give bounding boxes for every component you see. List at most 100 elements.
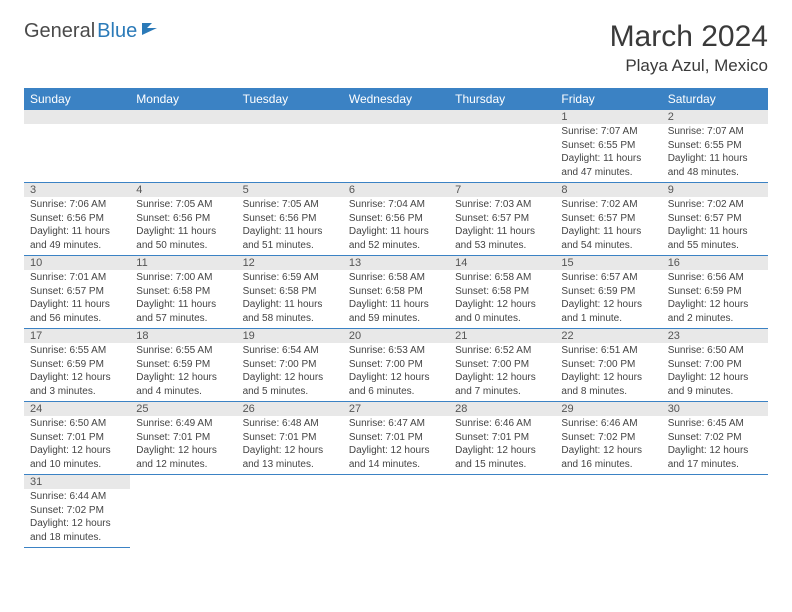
daylight-line: Daylight: 12 hours and 1 minute. bbox=[561, 298, 655, 325]
sunset-line: Sunset: 7:01 PM bbox=[243, 431, 337, 445]
day-header: Thursday bbox=[449, 88, 555, 110]
daylight-line: Daylight: 11 hours and 52 minutes. bbox=[349, 225, 443, 252]
sunrise-line: Sunrise: 7:05 AM bbox=[136, 198, 230, 212]
daylight-line: Daylight: 12 hours and 13 minutes. bbox=[243, 444, 337, 471]
sunset-line: Sunset: 7:02 PM bbox=[30, 504, 124, 518]
sunrise-line: Sunrise: 7:00 AM bbox=[136, 271, 230, 285]
sunset-line: Sunset: 6:58 PM bbox=[349, 285, 443, 299]
sunrise-line: Sunrise: 6:50 AM bbox=[668, 344, 762, 358]
day-number: 23 bbox=[662, 329, 768, 343]
day-number: 14 bbox=[449, 256, 555, 270]
day-number: 2 bbox=[662, 110, 768, 124]
day-detail: Sunrise: 7:03 AMSunset: 6:57 PMDaylight:… bbox=[449, 197, 555, 255]
sunset-line: Sunset: 6:59 PM bbox=[561, 285, 655, 299]
calendar-cell: 28Sunrise: 6:46 AMSunset: 7:01 PMDayligh… bbox=[449, 402, 555, 475]
calendar-cell bbox=[343, 110, 449, 183]
empty-day-number bbox=[449, 110, 555, 124]
day-number: 15 bbox=[555, 256, 661, 270]
calendar-cell bbox=[130, 475, 236, 548]
calendar-cell: 27Sunrise: 6:47 AMSunset: 7:01 PMDayligh… bbox=[343, 402, 449, 475]
day-detail: Sunrise: 6:44 AMSunset: 7:02 PMDaylight:… bbox=[24, 489, 130, 547]
day-detail: Sunrise: 7:02 AMSunset: 6:57 PMDaylight:… bbox=[662, 197, 768, 255]
calendar-cell: 4Sunrise: 7:05 AMSunset: 6:56 PMDaylight… bbox=[130, 183, 236, 256]
daylight-line: Daylight: 11 hours and 57 minutes. bbox=[136, 298, 230, 325]
calendar-row: 3Sunrise: 7:06 AMSunset: 6:56 PMDaylight… bbox=[24, 183, 768, 256]
calendar-body: 1Sunrise: 7:07 AMSunset: 6:55 PMDaylight… bbox=[24, 110, 768, 548]
calendar-cell: 15Sunrise: 6:57 AMSunset: 6:59 PMDayligh… bbox=[555, 256, 661, 329]
day-detail: Sunrise: 6:50 AMSunset: 7:01 PMDaylight:… bbox=[24, 416, 130, 474]
daylight-line: Daylight: 12 hours and 7 minutes. bbox=[455, 371, 549, 398]
sunrise-line: Sunrise: 6:59 AM bbox=[243, 271, 337, 285]
day-number: 27 bbox=[343, 402, 449, 416]
day-number: 21 bbox=[449, 329, 555, 343]
daylight-line: Daylight: 11 hours and 56 minutes. bbox=[30, 298, 124, 325]
day-number: 13 bbox=[343, 256, 449, 270]
empty-detail bbox=[130, 124, 236, 176]
sunrise-line: Sunrise: 7:01 AM bbox=[30, 271, 124, 285]
calendar-cell: 2Sunrise: 7:07 AMSunset: 6:55 PMDaylight… bbox=[662, 110, 768, 183]
calendar-cell: 5Sunrise: 7:05 AMSunset: 6:56 PMDaylight… bbox=[237, 183, 343, 256]
sunrise-line: Sunrise: 6:54 AM bbox=[243, 344, 337, 358]
calendar-row: 1Sunrise: 7:07 AMSunset: 6:55 PMDaylight… bbox=[24, 110, 768, 183]
day-number: 16 bbox=[662, 256, 768, 270]
sunset-line: Sunset: 6:56 PM bbox=[349, 212, 443, 226]
day-detail: Sunrise: 7:07 AMSunset: 6:55 PMDaylight:… bbox=[555, 124, 661, 182]
day-number: 24 bbox=[24, 402, 130, 416]
sunset-line: Sunset: 7:00 PM bbox=[243, 358, 337, 372]
sunset-line: Sunset: 7:01 PM bbox=[136, 431, 230, 445]
calendar-cell: 22Sunrise: 6:51 AMSunset: 7:00 PMDayligh… bbox=[555, 329, 661, 402]
sunset-line: Sunset: 6:56 PM bbox=[136, 212, 230, 226]
sunrise-line: Sunrise: 6:48 AM bbox=[243, 417, 337, 431]
day-number: 20 bbox=[343, 329, 449, 343]
day-detail: Sunrise: 6:48 AMSunset: 7:01 PMDaylight:… bbox=[237, 416, 343, 474]
empty-day-number bbox=[343, 110, 449, 124]
sunset-line: Sunset: 7:00 PM bbox=[668, 358, 762, 372]
sunset-line: Sunset: 6:58 PM bbox=[455, 285, 549, 299]
sunset-line: Sunset: 6:58 PM bbox=[243, 285, 337, 299]
sunrise-line: Sunrise: 6:49 AM bbox=[136, 417, 230, 431]
day-detail: Sunrise: 6:57 AMSunset: 6:59 PMDaylight:… bbox=[555, 270, 661, 328]
calendar-cell: 3Sunrise: 7:06 AMSunset: 6:56 PMDaylight… bbox=[24, 183, 130, 256]
day-number: 25 bbox=[130, 402, 236, 416]
calendar-cell: 30Sunrise: 6:45 AMSunset: 7:02 PMDayligh… bbox=[662, 402, 768, 475]
day-detail: Sunrise: 6:51 AMSunset: 7:00 PMDaylight:… bbox=[555, 343, 661, 401]
sunrise-line: Sunrise: 6:51 AM bbox=[561, 344, 655, 358]
calendar-row: 10Sunrise: 7:01 AMSunset: 6:57 PMDayligh… bbox=[24, 256, 768, 329]
calendar-table: SundayMondayTuesdayWednesdayThursdayFrid… bbox=[24, 88, 768, 548]
daylight-line: Daylight: 12 hours and 9 minutes. bbox=[668, 371, 762, 398]
calendar-cell: 25Sunrise: 6:49 AMSunset: 7:01 PMDayligh… bbox=[130, 402, 236, 475]
calendar-cell: 24Sunrise: 6:50 AMSunset: 7:01 PMDayligh… bbox=[24, 402, 130, 475]
sunrise-line: Sunrise: 6:46 AM bbox=[561, 417, 655, 431]
calendar-cell: 13Sunrise: 6:58 AMSunset: 6:58 PMDayligh… bbox=[343, 256, 449, 329]
sunset-line: Sunset: 6:55 PM bbox=[561, 139, 655, 153]
sunrise-line: Sunrise: 6:55 AM bbox=[30, 344, 124, 358]
day-header: Tuesday bbox=[237, 88, 343, 110]
day-detail: Sunrise: 6:46 AMSunset: 7:01 PMDaylight:… bbox=[449, 416, 555, 474]
sunset-line: Sunset: 6:57 PM bbox=[668, 212, 762, 226]
sunrise-line: Sunrise: 6:52 AM bbox=[455, 344, 549, 358]
day-detail: Sunrise: 6:58 AMSunset: 6:58 PMDaylight:… bbox=[449, 270, 555, 328]
calendar-cell: 17Sunrise: 6:55 AMSunset: 6:59 PMDayligh… bbox=[24, 329, 130, 402]
calendar-row: 24Sunrise: 6:50 AMSunset: 7:01 PMDayligh… bbox=[24, 402, 768, 475]
empty-detail bbox=[343, 124, 449, 176]
day-number: 22 bbox=[555, 329, 661, 343]
calendar-cell: 11Sunrise: 7:00 AMSunset: 6:58 PMDayligh… bbox=[130, 256, 236, 329]
day-detail: Sunrise: 6:55 AMSunset: 6:59 PMDaylight:… bbox=[130, 343, 236, 401]
sunrise-line: Sunrise: 7:06 AM bbox=[30, 198, 124, 212]
sunrise-line: Sunrise: 6:56 AM bbox=[668, 271, 762, 285]
sunrise-line: Sunrise: 6:46 AM bbox=[455, 417, 549, 431]
day-detail: Sunrise: 7:05 AMSunset: 6:56 PMDaylight:… bbox=[130, 197, 236, 255]
day-number: 26 bbox=[237, 402, 343, 416]
day-detail: Sunrise: 6:49 AMSunset: 7:01 PMDaylight:… bbox=[130, 416, 236, 474]
calendar-cell bbox=[449, 110, 555, 183]
daylight-line: Daylight: 12 hours and 4 minutes. bbox=[136, 371, 230, 398]
day-detail: Sunrise: 7:06 AMSunset: 6:56 PMDaylight:… bbox=[24, 197, 130, 255]
sunset-line: Sunset: 6:57 PM bbox=[561, 212, 655, 226]
day-detail: Sunrise: 7:01 AMSunset: 6:57 PMDaylight:… bbox=[24, 270, 130, 328]
day-number: 3 bbox=[24, 183, 130, 197]
empty-day-number bbox=[130, 110, 236, 124]
day-header: Wednesday bbox=[343, 88, 449, 110]
daylight-line: Daylight: 11 hours and 54 minutes. bbox=[561, 225, 655, 252]
sunrise-line: Sunrise: 7:02 AM bbox=[668, 198, 762, 212]
title-block: March 2024 Playa Azul, Mexico bbox=[610, 20, 768, 76]
